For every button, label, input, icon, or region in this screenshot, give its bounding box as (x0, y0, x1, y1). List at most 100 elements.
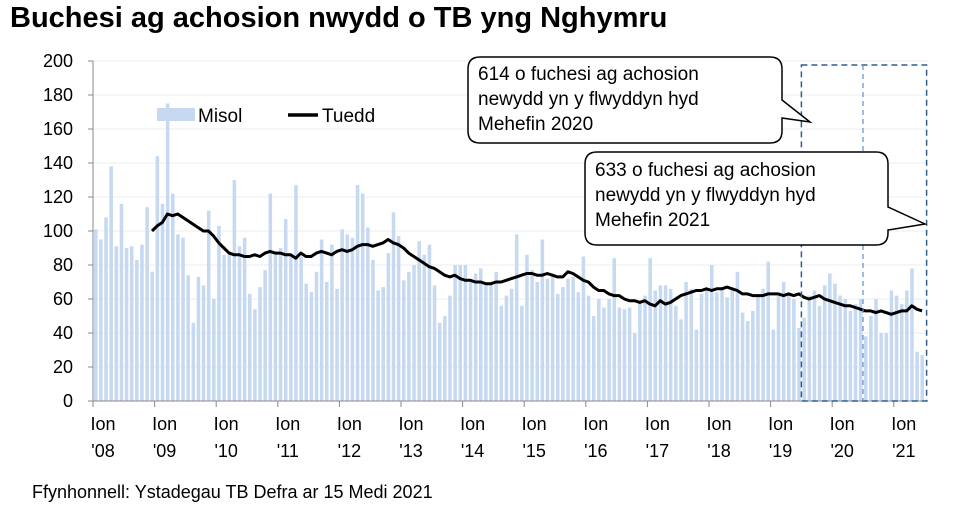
bar (807, 295, 812, 401)
x-tick-label: '08 (91, 441, 114, 461)
x-tick-label: '14 (461, 441, 484, 461)
bar (530, 270, 534, 401)
annotation-line: 633 o fuchesi ag achosion (595, 160, 816, 181)
bar (417, 241, 421, 401)
bar (129, 246, 134, 401)
x-tick-label: Ion (337, 414, 362, 434)
bar (109, 166, 113, 401)
y-tick-label: 20 (53, 357, 73, 377)
bar (340, 229, 344, 401)
bar (771, 329, 776, 401)
bar (838, 295, 842, 401)
bar (232, 180, 237, 401)
bar (201, 285, 206, 401)
bar (355, 185, 360, 401)
bar (864, 336, 868, 401)
bar (463, 265, 468, 401)
bar (253, 309, 257, 401)
bar (889, 290, 894, 401)
bar (150, 271, 154, 401)
x-tick-label: '20 (830, 441, 853, 461)
bar (176, 234, 180, 401)
bar (704, 288, 709, 401)
bar (643, 295, 647, 401)
bar (658, 285, 663, 401)
bar (479, 268, 483, 401)
bar (720, 288, 724, 401)
bar (222, 254, 226, 401)
bar (458, 265, 462, 401)
bar (196, 276, 201, 401)
bar (386, 253, 391, 401)
bar (345, 234, 350, 401)
bar (535, 282, 539, 401)
bar (787, 292, 791, 401)
bar (674, 305, 678, 401)
x-tick-label: Ion (90, 414, 115, 434)
bar (422, 254, 427, 401)
bar (294, 185, 298, 401)
bar (745, 321, 750, 401)
bar (427, 244, 432, 401)
bar (663, 285, 668, 401)
bar (581, 256, 586, 401)
bar (360, 193, 365, 401)
bar (145, 207, 149, 401)
y-tick-label: 100 (43, 221, 73, 241)
x-tick-label: '11 (277, 441, 299, 461)
x-tick-label: Ion (830, 414, 855, 434)
annotation-line: Mehefin 2020 (478, 114, 594, 135)
bar (715, 292, 719, 401)
bar (920, 355, 924, 401)
bar (638, 302, 642, 401)
bar (381, 287, 385, 401)
bar (248, 293, 252, 401)
x-tick-label: '16 (584, 441, 607, 461)
bar (848, 310, 853, 401)
bar (833, 283, 837, 401)
bar (761, 288, 765, 401)
bar (802, 317, 806, 401)
bar (797, 327, 801, 401)
bar (335, 288, 339, 401)
bar (283, 219, 288, 401)
y-tick-label: 200 (43, 51, 73, 71)
bar (576, 292, 581, 401)
bar (402, 280, 406, 401)
bar (242, 237, 247, 401)
bar (843, 299, 847, 401)
bar (858, 299, 863, 401)
bar (550, 275, 555, 401)
bar (263, 270, 267, 401)
annotation-2020: 614 o fuchesi ag achosion newydd yn y fl… (478, 62, 699, 137)
bar (237, 246, 242, 401)
bar (376, 290, 380, 401)
bar (217, 225, 221, 401)
bar (617, 307, 622, 401)
bar (432, 285, 437, 401)
bar (412, 265, 416, 401)
bar (206, 210, 211, 401)
bar (489, 282, 493, 401)
x-tick-label: Ion (214, 414, 239, 434)
bar (473, 273, 478, 401)
bar (781, 282, 786, 401)
bar (766, 261, 770, 401)
bar (591, 316, 596, 401)
bar (561, 287, 565, 401)
callout-box (584, 151, 928, 246)
bar (212, 299, 216, 401)
bar (822, 285, 827, 401)
bar (155, 156, 160, 401)
x-tick-label: Ion (645, 414, 670, 434)
bar (119, 203, 124, 401)
annotation-line: newydd yn y flwyddyn hyd (595, 185, 816, 206)
annotation-2021: 633 o fuchesi ag achosion newydd yn y fl… (595, 158, 816, 233)
bar (104, 217, 108, 401)
x-tick-label: Ion (706, 414, 731, 434)
x-tick-label: '18 (707, 441, 730, 461)
bar (627, 307, 632, 401)
bar (545, 278, 550, 401)
bar (751, 310, 755, 401)
